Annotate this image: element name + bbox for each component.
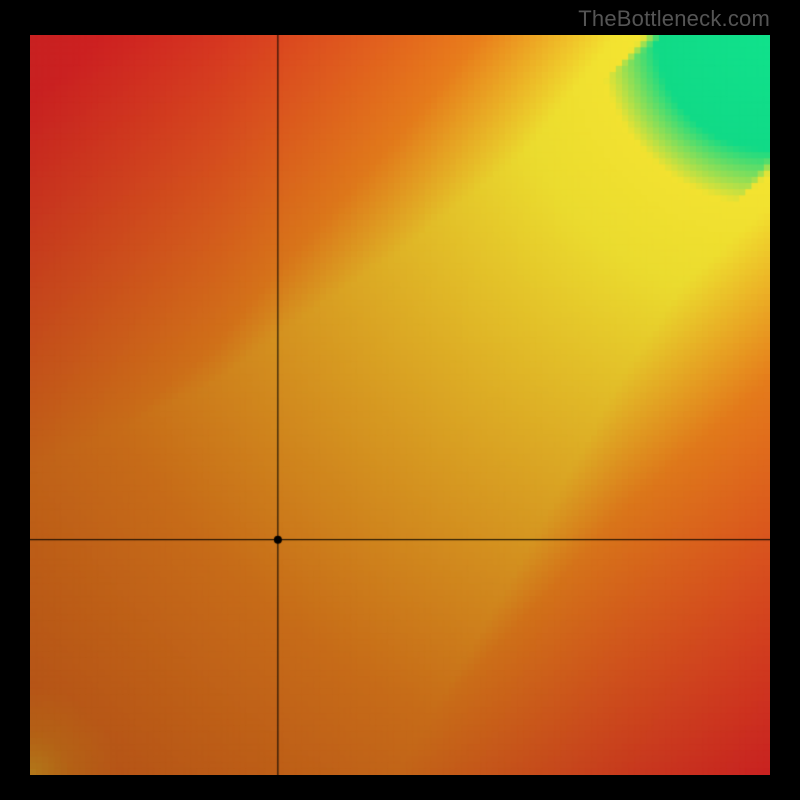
watermark-label: TheBottleneck.com bbox=[578, 6, 770, 32]
bottleneck-heatmap bbox=[30, 35, 770, 775]
chart-frame: TheBottleneck.com bbox=[0, 0, 800, 800]
